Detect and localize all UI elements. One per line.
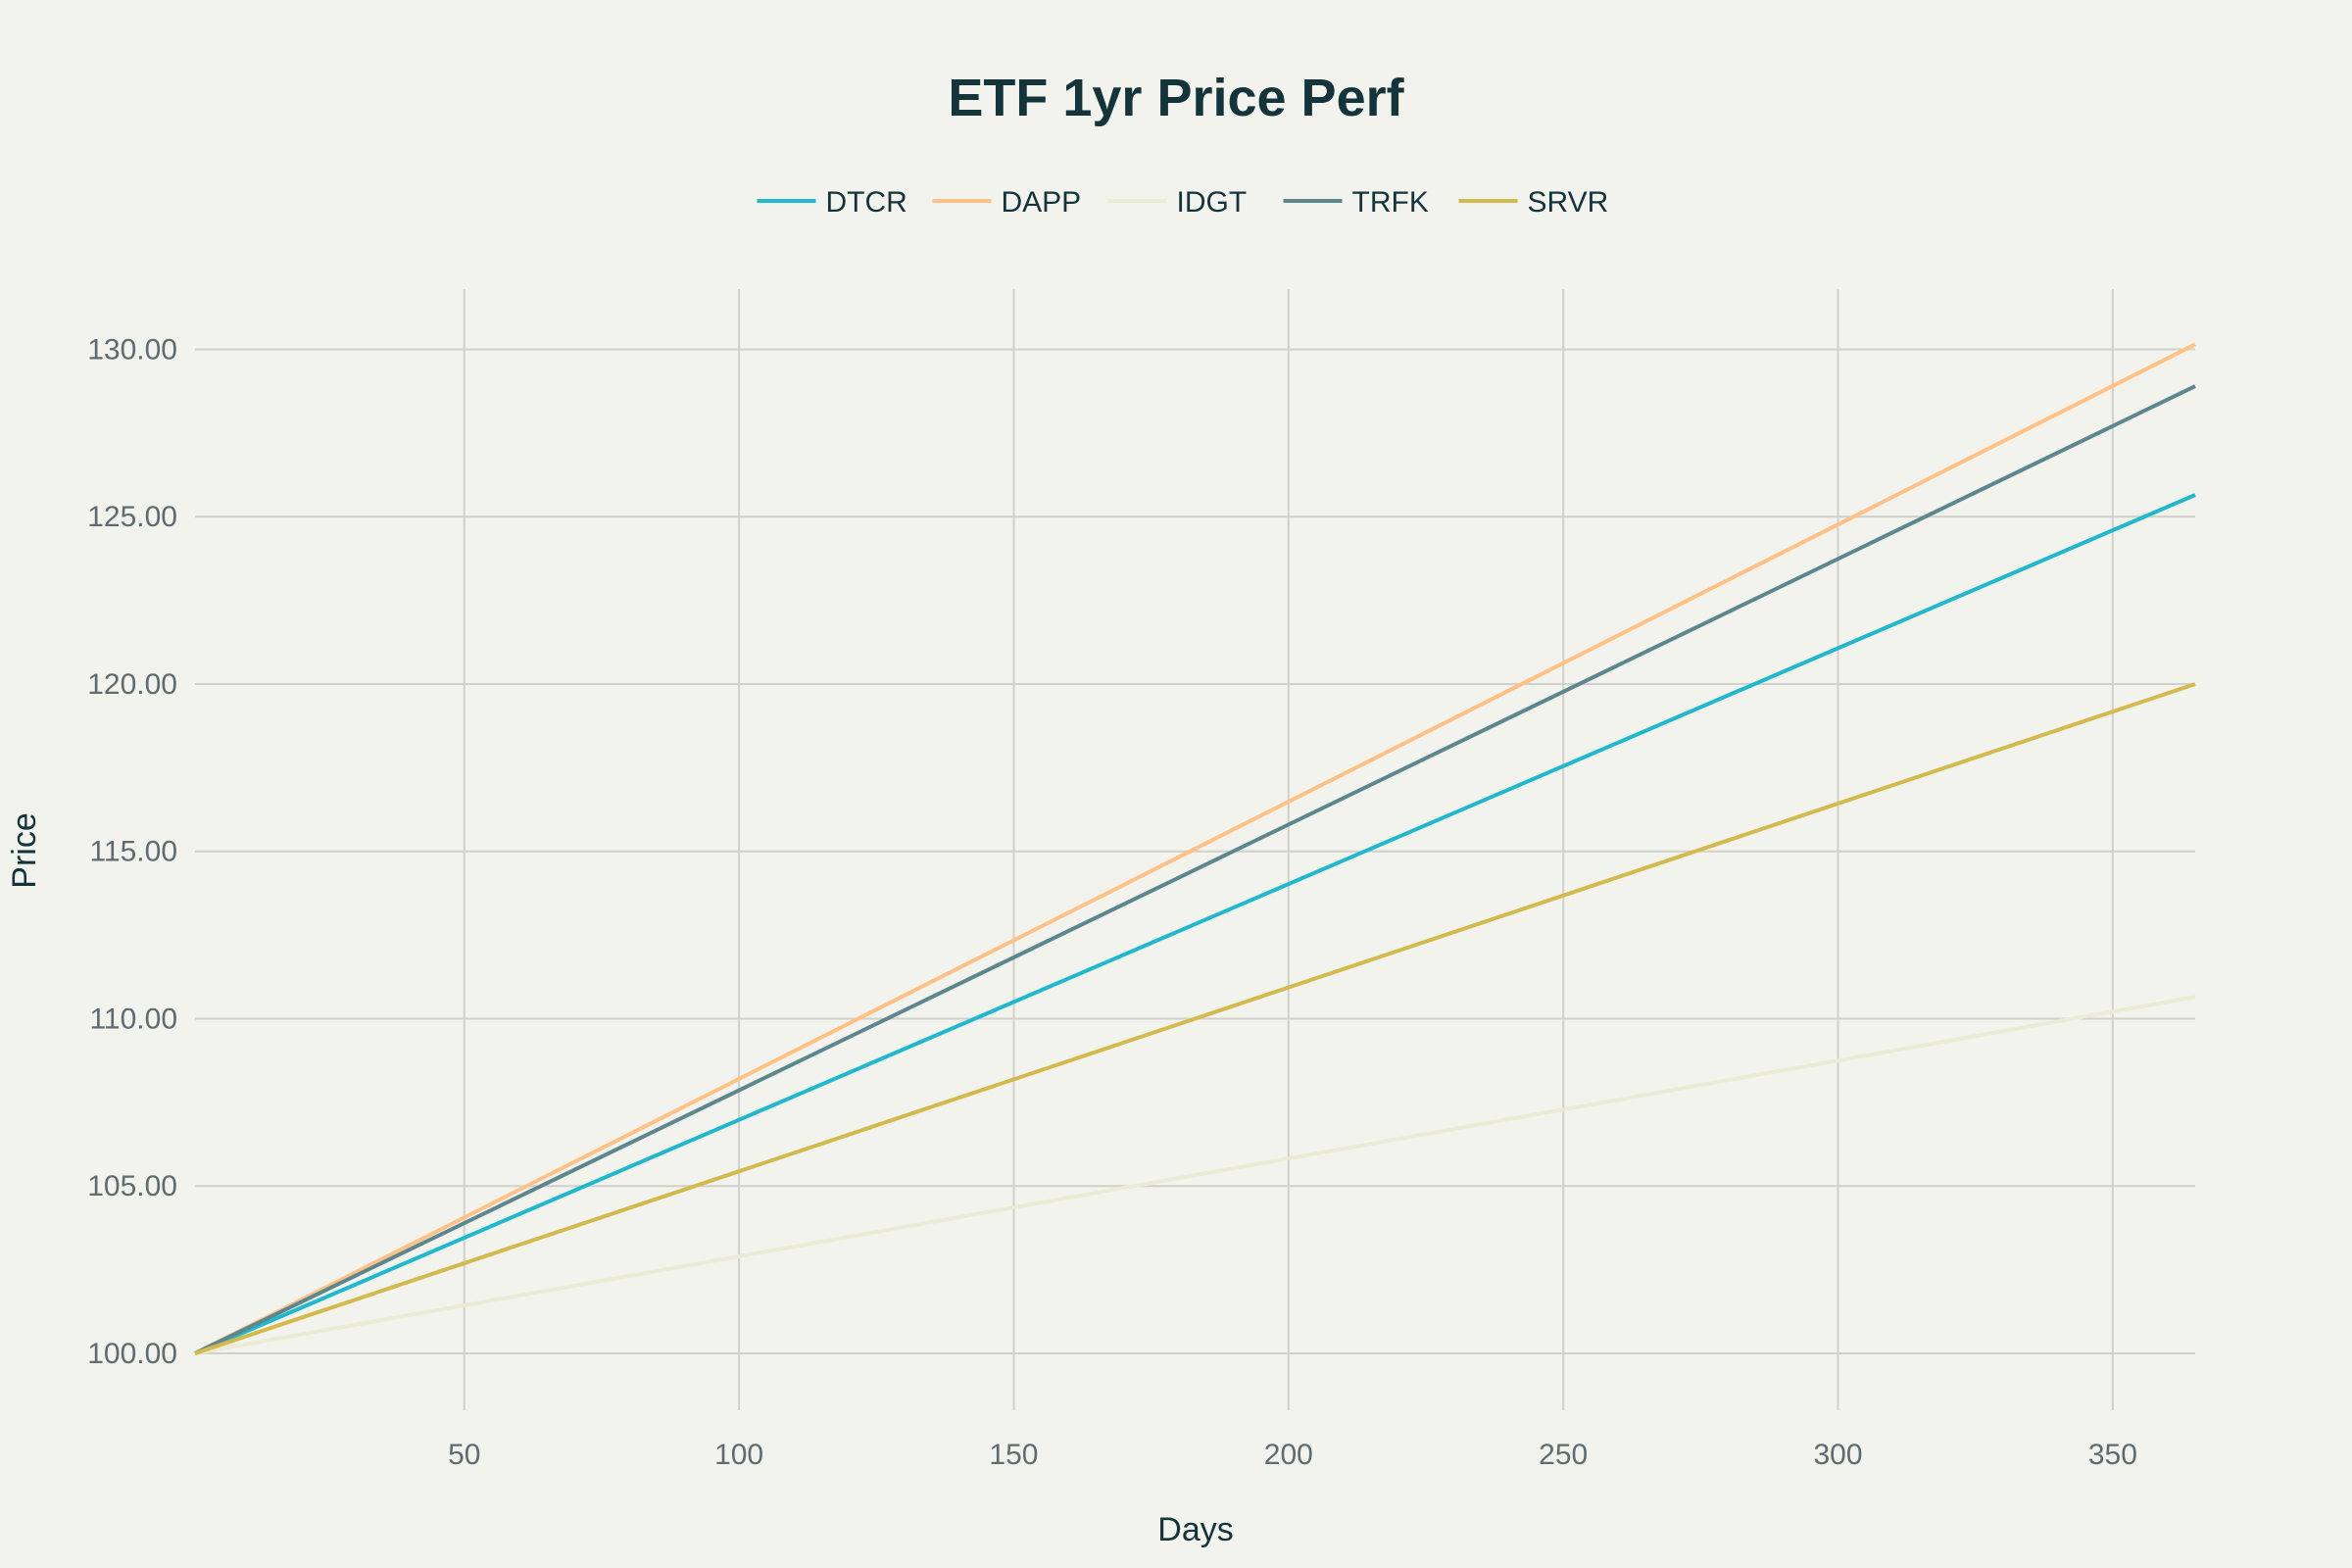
x-tick-label: 50 [448, 1439, 480, 1471]
x-tick-label: 100 [714, 1439, 763, 1471]
y-tick-label: 115.00 [89, 836, 177, 868]
x-axis-title: Days [1157, 1511, 1233, 1548]
x-tick-label: 350 [2088, 1439, 2137, 1471]
series-line-trfk [194, 384, 2196, 1355]
chart-title: ETF 1yr Price Perf [948, 69, 1404, 127]
x-axis-ticks: 50 100 150 200 250 300 350 [448, 1439, 2137, 1471]
legend-label-idgt: IDGT [1177, 186, 1248, 219]
y-tick-label: 110.00 [89, 1003, 177, 1035]
legend-label-trfk: TRFK [1352, 186, 1429, 219]
y-axis-ticks: 100.00 105.00 110.00 115.00 120.00 125.00 130.… [87, 333, 177, 1369]
legend: DTCR DAPP IDGT TRFK SRVR [757, 186, 1609, 219]
y-tick-label: 105.00 [87, 1170, 177, 1202]
legend-label-srvr: SRVR [1528, 186, 1609, 219]
y-axis-title: Price [6, 812, 43, 888]
series-line-srvr [194, 682, 2196, 1355]
series-line-idgt [194, 995, 2196, 1355]
series-lines [194, 342, 2196, 1355]
legend-label-dapp: DAPP [1002, 186, 1082, 219]
y-tick-label: 125.00 [87, 501, 177, 533]
y-tick-label: 100.00 [87, 1338, 177, 1370]
series-line-dtcr [194, 493, 2196, 1355]
x-tick-label: 200 [1264, 1439, 1313, 1471]
series-line-dapp [194, 342, 2196, 1355]
x-tick-label: 250 [1539, 1439, 1588, 1471]
legend-label-dtcr: DTCR [826, 186, 907, 219]
x-tick-label: 300 [1814, 1439, 1863, 1471]
y-tick-label: 120.00 [87, 668, 177, 701]
y-tick-label: 130.00 [87, 333, 177, 366]
x-tick-label: 150 [989, 1439, 1038, 1471]
grid [195, 289, 2195, 1410]
